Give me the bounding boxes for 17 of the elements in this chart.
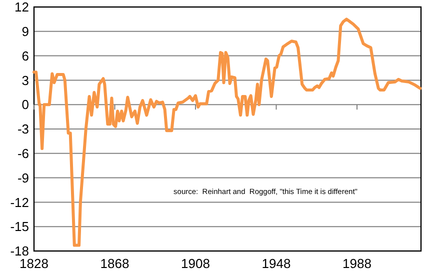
y-tick-label: -9 — [17, 170, 29, 186]
y-tick-label: -12 — [10, 194, 29, 210]
y-tick-label: 3 — [22, 72, 29, 88]
y-tick-label: -18 — [10, 244, 29, 259]
x-tick-label: 1988 — [342, 256, 372, 271]
y-tick-label: -6 — [17, 146, 29, 161]
y-tick-label: 0 — [22, 97, 29, 112]
y-tick-label: 6 — [22, 48, 29, 64]
y-tick-label: 9 — [22, 24, 29, 39]
x-tick-label: 1868 — [100, 256, 130, 271]
y-tick-label: -15 — [10, 219, 29, 234]
line-series — [32, 18, 422, 247]
x-tick-label: 1908 — [181, 256, 210, 271]
x-tick-label: 1948 — [262, 256, 291, 271]
y-tick-label: -3 — [17, 122, 29, 137]
x-tick-label: 1828 — [20, 256, 48, 271]
y-tick-label: 12 — [14, 0, 29, 15]
